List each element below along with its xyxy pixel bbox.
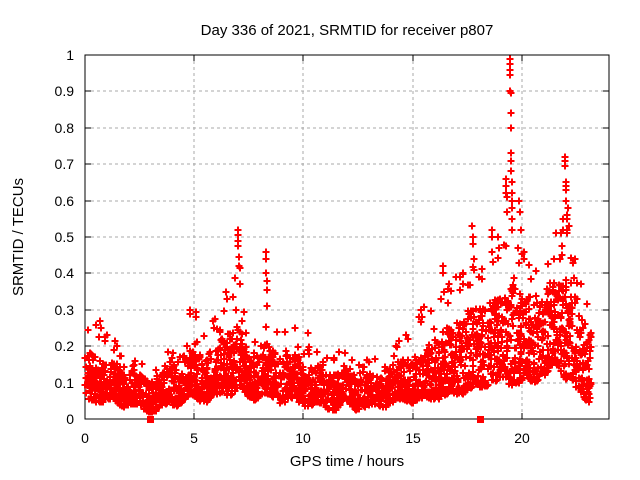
plot-frame	[84, 54, 610, 420]
srmtid-points-path	[81, 55, 595, 416]
x-tick-label: 15	[405, 430, 421, 446]
axis-gap-markers	[147, 416, 484, 423]
x-tick-label: 0	[81, 430, 89, 446]
grid-lines	[85, 55, 609, 419]
axis-gap-square	[147, 416, 154, 423]
y-tick-label: 0	[66, 411, 74, 427]
y-tick-label: 0.4	[55, 265, 75, 281]
chart-title: Day 336 of 2021, SRMTID for receiver p80…	[201, 22, 494, 39]
y-tick-label: 0.3	[55, 302, 75, 318]
y-tick-label: 0.2	[55, 338, 75, 354]
axis-gap-square	[477, 416, 484, 423]
y-tick-label: 0.5	[55, 229, 75, 245]
y-tick-label: 0.9	[55, 83, 75, 99]
x-tick-label: 20	[514, 430, 530, 446]
y-tick-label: 0.6	[55, 193, 75, 209]
y-tick-label: 0.1	[55, 375, 75, 391]
x-tick-label: 10	[295, 430, 311, 446]
y-tick-label: 0.8	[55, 120, 75, 136]
x-tick-label: 5	[190, 430, 198, 446]
y-tick-label: 0.7	[55, 156, 75, 172]
y-axis-label: SRMTID / TECUs	[10, 178, 27, 296]
x-axis-label: GPS time / hours	[290, 453, 404, 470]
tick-labels: 0 5 10 15 20 0 0.1 0.2 0.3 0.4 0.5 0.6 0.7 0.8 0.9 1	[55, 47, 530, 446]
y-tick-label: 1	[66, 47, 74, 63]
data-point-cloud	[81, 55, 595, 416]
